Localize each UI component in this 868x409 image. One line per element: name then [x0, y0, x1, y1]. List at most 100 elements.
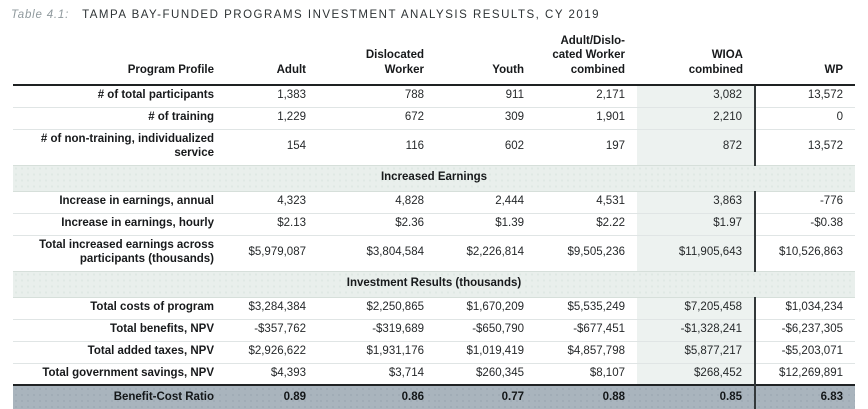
cell-adult: 1,383 [230, 84, 318, 107]
cell-adult: 154 [230, 128, 318, 165]
cell-dw: $1,931,176 [318, 340, 436, 363]
row-label: Increase in earnings, hourly [13, 212, 230, 235]
cell-dw: 116 [318, 128, 436, 165]
ratio-row: Benefit-Cost Ratio 0.89 0.86 0.77 0.88 0.85 6.… [13, 384, 855, 409]
cell-adw: $8,107 [536, 362, 637, 385]
cell-wp: 6.83 [754, 384, 855, 409]
column-header-adult-dislocated-combined: Adult/Dislo- cated Worker combined [536, 27, 637, 86]
cell-adult: $2.13 [230, 212, 318, 235]
cell-wp: 13,572 [754, 84, 855, 107]
page-title: TAMPA BAY-FUNDED PROGRAMS INVESTMENT ANA… [82, 9, 601, 21]
table-row: # of training 1,229 672 309 1,901 2,210 0 [13, 106, 855, 129]
cell-wp: -776 [754, 190, 855, 213]
cell-youth: 309 [436, 106, 536, 129]
cell-wioa: $7,205,458 [637, 296, 755, 319]
cell-dw: 788 [318, 84, 436, 107]
cell-wioa: 872 [637, 128, 755, 165]
cell-dw: 0.86 [318, 384, 436, 409]
cell-youth: $1.39 [436, 212, 536, 235]
cell-wioa: $268,452 [637, 362, 755, 385]
cell-adw: -$677,451 [536, 318, 637, 341]
table-row: Increase in earnings, hourly $2.13 $2.36 $1… [13, 212, 855, 235]
cell-wioa: -$1,328,241 [637, 318, 755, 341]
table-row: # of total participants 1,383 788 911 2,171 3… [13, 84, 855, 107]
cell-adw: $4,857,798 [536, 340, 637, 363]
table-header: Program Profile Adult Dislocated Worker … [13, 27, 855, 86]
investment-analysis-table: Program Profile Adult Dislocated Worker … [13, 27, 855, 409]
cell-adw: $2.22 [536, 212, 637, 235]
row-label: Total costs of program [13, 296, 230, 319]
cell-wp: -$6,237,305 [754, 318, 855, 341]
cell-wioa: 3,082 [637, 84, 755, 107]
cell-wioa: $5,877,217 [637, 340, 755, 363]
cell-wp: -$0.38 [754, 212, 855, 235]
row-label: Total benefits, NPV [13, 318, 230, 341]
column-header-dislocated-worker: Dislocated Worker [318, 27, 436, 86]
column-header-wioa-combined: WIOA combined [637, 27, 755, 86]
column-header-wp: WP [755, 27, 855, 86]
section-band-label: Investment Results (thousands) [13, 270, 855, 298]
table-row: Increase in earnings, annual 4,323 4,828 2,… [13, 190, 855, 213]
row-label: # of total participants [13, 84, 230, 107]
cell-youth: $2,226,814 [436, 234, 536, 271]
row-label: # of non-training, individualized servic… [13, 128, 230, 165]
cell-adult: 0.89 [230, 384, 318, 409]
cell-wp: -$5,203,071 [754, 340, 855, 363]
cell-dw: 4,828 [318, 190, 436, 213]
column-header-adult: Adult [230, 27, 318, 86]
cell-youth: 0.77 [436, 384, 536, 409]
cell-adw: 197 [536, 128, 637, 165]
cell-youth: 2,444 [436, 190, 536, 213]
cell-wp: $1,034,234 [754, 296, 855, 319]
cell-dw: $2,250,865 [318, 296, 436, 319]
cell-dw: -$319,689 [318, 318, 436, 341]
cell-wp: 0 [754, 106, 855, 129]
cell-wp: $10,526,863 [754, 234, 855, 271]
cell-adw: 2,171 [536, 84, 637, 107]
cell-dw: $3,714 [318, 362, 436, 385]
row-label: Total government savings, NPV [13, 362, 230, 385]
row-label: Total added taxes, NPV [13, 340, 230, 363]
section-band-label: Increased Earnings [13, 164, 855, 192]
row-label: Benefit-Cost Ratio [13, 384, 230, 409]
cell-wioa: $11,905,643 [637, 234, 755, 271]
row-label: # of training [13, 106, 230, 129]
cell-adw: 1,901 [536, 106, 637, 129]
cell-adw: 0.88 [536, 384, 637, 409]
table-row: Total benefits, NPV -$357,762 -$319,689 -$6… [13, 318, 855, 341]
header-row: Program Profile Adult Dislocated Worker … [13, 27, 855, 86]
cell-wp: 13,572 [754, 128, 855, 165]
cell-adult: 4,323 [230, 190, 318, 213]
cell-adw: $5,535,249 [536, 296, 637, 319]
table-number-label: Table 4.1: [11, 9, 70, 21]
cell-adult: -$357,762 [230, 318, 318, 341]
cell-wioa: 2,210 [637, 106, 755, 129]
table-row: Total added taxes, NPV $2,926,622 $1,931,1… [13, 340, 855, 363]
table-row: # of non-training, individualized servic… [13, 128, 855, 165]
cell-youth: -$650,790 [436, 318, 536, 341]
cell-adw: 4,531 [536, 190, 637, 213]
cell-dw: 672 [318, 106, 436, 129]
column-header-youth: Youth [436, 27, 536, 86]
cell-adult: $3,284,384 [230, 296, 318, 319]
section-band-row: Increased Earnings [13, 164, 855, 192]
cell-youth: $260,345 [436, 362, 536, 385]
section-band-row: Investment Results (thousands) [13, 270, 855, 298]
table-row: Total increased earnings across particip… [13, 234, 855, 271]
cell-youth: $1,670,209 [436, 296, 536, 319]
table-body: # of total participants 1,383 788 911 2,171 3… [13, 84, 855, 409]
cell-adult: $4,393 [230, 362, 318, 385]
cell-dw: $3,804,584 [318, 234, 436, 271]
cell-adult: $5,979,087 [230, 234, 318, 271]
table-caption: Table 4.1: TAMPA BAY-FUNDED PROGRAMS INV… [0, 0, 868, 21]
table-row: Total government savings, NPV $4,393 $3,71… [13, 362, 855, 385]
cell-youth: 602 [436, 128, 536, 165]
cell-wioa: 0.85 [637, 384, 755, 409]
cell-dw: $2.36 [318, 212, 436, 235]
cell-adult: 1,229 [230, 106, 318, 129]
cell-youth: 911 [436, 84, 536, 107]
cell-wp: $12,269,891 [754, 362, 855, 385]
table-row: Total costs of program $3,284,384 $2,250,8… [13, 296, 855, 319]
cell-adw: $9,505,236 [536, 234, 637, 271]
